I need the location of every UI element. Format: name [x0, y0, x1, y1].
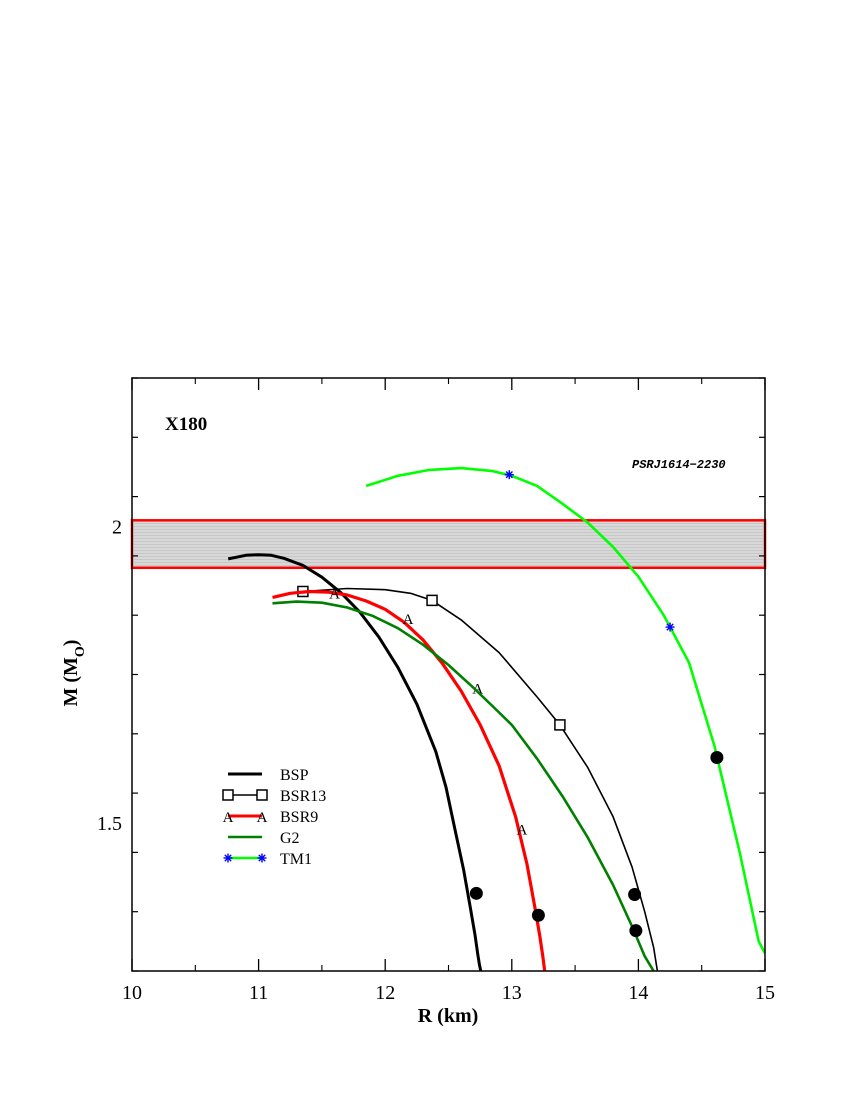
- stability-dots: [469, 751, 724, 938]
- series-line-bsr13: [302, 587, 659, 971]
- x-tick-label: 15: [755, 982, 775, 1004]
- marker-tm1: [504, 470, 514, 480]
- legend-marker: A: [223, 810, 234, 826]
- marker-bsr9: A: [329, 587, 340, 603]
- marker-bsr13: [554, 719, 566, 731]
- legend-label: G2: [280, 830, 300, 847]
- legend-label: BSR9: [280, 809, 318, 826]
- x-tick-label: 13: [502, 982, 522, 1004]
- max-mass-dot: [710, 751, 724, 765]
- marker-bsr9: A: [403, 612, 414, 628]
- legend-marker: [256, 789, 268, 801]
- legend-item-bsp: BSP: [228, 767, 309, 784]
- y-axis-title-close: ): [60, 640, 82, 647]
- series-layer: A A A A: [227, 466, 765, 971]
- svg-text:M (MO): M (MO): [60, 640, 88, 707]
- max-mass-dot: [628, 888, 642, 902]
- series-line-tm1: [365, 466, 765, 954]
- legend: BSP BSR13 A A BSR9 G2 TM1: [222, 767, 326, 868]
- legend-item-tm1: TM1: [223, 851, 312, 868]
- marker-bsr9: A: [517, 823, 528, 839]
- axis-ticks: 10 11 12 13 14 15 1.5 2: [97, 377, 775, 1004]
- x-tick-label: 12: [375, 982, 395, 1004]
- marker-bsr9: A: [472, 682, 483, 698]
- legend-label: BSP: [280, 767, 309, 784]
- max-mass-dot: [469, 886, 483, 900]
- legend-item-bsr9: A A BSR9: [223, 809, 319, 826]
- x-tick-label: 14: [628, 982, 648, 1004]
- legend-marker: [257, 853, 267, 863]
- psr-mass-band-hatch: [133, 523, 764, 566]
- max-mass-dot: [629, 924, 643, 938]
- legend-label: TM1: [280, 851, 312, 868]
- marker-tm1: [665, 622, 675, 632]
- max-mass-dot: [531, 908, 545, 922]
- plot-area: A A A A 10 11 12 13 14 15 1.5 2: [97, 377, 775, 1004]
- y-tick-label: 2: [112, 516, 122, 538]
- marker-bsr13: [426, 594, 438, 607]
- legend-marker: A: [257, 810, 268, 826]
- legend-label: BSR13: [280, 788, 326, 805]
- legend-marker: [222, 789, 234, 801]
- series-line-bsp: [227, 553, 483, 971]
- y-axis-title: M (MO): [60, 640, 88, 707]
- y-axis-title-sub: O: [73, 646, 88, 657]
- band-label: PSRJ1614−2230: [632, 458, 726, 472]
- x-tick-label: 10: [122, 982, 142, 1004]
- y-tick-label: 1.5: [97, 813, 122, 835]
- legend-item-bsr13: BSR13: [222, 788, 326, 805]
- series-line-g2: [272, 600, 655, 971]
- y-axis-title-main: M (M: [60, 657, 82, 707]
- legend-item-g2: G2: [228, 830, 300, 847]
- x-tick-label: 11: [249, 982, 268, 1004]
- legend-marker: [223, 853, 233, 863]
- panel-label: X180: [165, 414, 207, 435]
- series-line-bsr9: [272, 589, 547, 971]
- x-axis-title: R (km): [418, 1005, 479, 1027]
